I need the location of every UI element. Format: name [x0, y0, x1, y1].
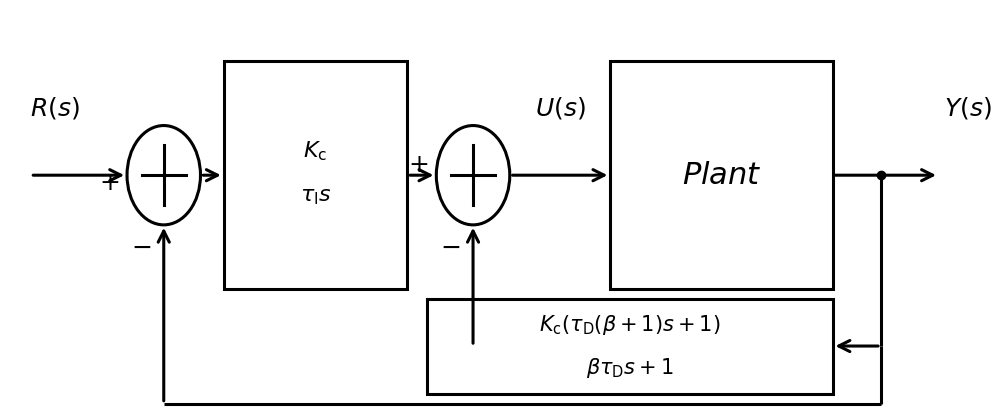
Text: $-$: $-$ [131, 235, 152, 259]
Text: $+$: $+$ [99, 171, 120, 195]
Text: $Y(s)$: $Y(s)$ [944, 94, 991, 121]
Bar [223, 61, 408, 290]
Text: $\mathit{Plant}$: $\mathit{Plant}$ [682, 161, 762, 190]
Text: $R(s)$: $R(s)$ [30, 94, 80, 121]
Bar [427, 299, 832, 394]
Ellipse shape [127, 126, 200, 225]
Ellipse shape [437, 126, 509, 225]
Text: $\beta\tau_{\mathrm{D}}s+1$: $\beta\tau_{\mathrm{D}}s+1$ [586, 357, 673, 380]
Text: $+$: $+$ [409, 153, 429, 177]
Text: $\tau_{\mathrm{I}}s$: $\tau_{\mathrm{I}}s$ [300, 187, 331, 207]
Text: $K_{\mathrm{c}}(\tau_{\mathrm{D}}(\beta+1)s+1)$: $K_{\mathrm{c}}(\tau_{\mathrm{D}}(\beta+… [538, 312, 721, 337]
Text: $K_{\mathrm{c}}$: $K_{\mathrm{c}}$ [303, 140, 328, 163]
Bar [610, 61, 832, 290]
Text: $-$: $-$ [441, 235, 461, 259]
Text: $U(s)$: $U(s)$ [534, 94, 585, 121]
